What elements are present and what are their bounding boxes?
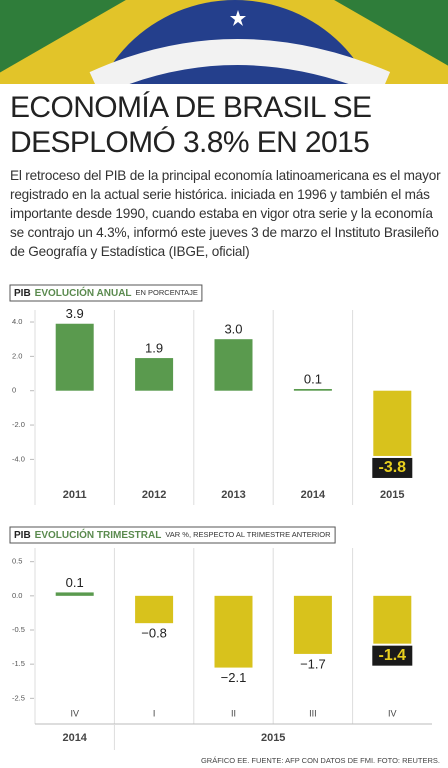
- label-box: [372, 457, 413, 478]
- value-label: 1.9: [145, 341, 163, 356]
- chart-subtitle: EVOLUCIÓN ANUAL: [35, 286, 132, 299]
- chart-note: EN PORCENTAJE: [136, 288, 198, 297]
- chart-header: PIB EVOLUCIÓN TRIMESTRAL VAR %, RESPECTO A…: [14, 528, 331, 541]
- header-box: [9, 284, 203, 302]
- y-tick-label: 0.0: [12, 591, 22, 600]
- bar: [135, 358, 174, 391]
- value-label: 0.1: [304, 371, 322, 386]
- value-label: 3.9: [66, 306, 84, 321]
- bar: [293, 388, 332, 391]
- chart-subtitle: EVOLUCIÓN TRIMESTRAL: [35, 528, 162, 541]
- y-tick-label: -4.0: [12, 454, 25, 463]
- chart-title: PIB: [14, 288, 31, 299]
- y-tick-label: 2.0: [12, 351, 22, 360]
- value-label: 3.0: [224, 322, 242, 337]
- headline: ECONOMÍA DE BRASIL SE DESPLOMÓ 3.8% EN 2…: [10, 91, 372, 159]
- value-label: -1.4: [379, 647, 407, 664]
- x-tick-label: III: [309, 708, 317, 718]
- flag-photo: [0, 0, 448, 84]
- y-tick-label: -2.0: [12, 420, 25, 429]
- y-tick-label: 4.0: [12, 317, 22, 326]
- x-tick-label: IV: [70, 708, 79, 718]
- x-tick-label: 2015: [380, 489, 404, 501]
- y-tick-label: -0.5: [12, 625, 25, 634]
- x-tick-label: 2014: [301, 489, 326, 501]
- value-label: -3.8: [379, 459, 407, 476]
- bar: [55, 323, 94, 391]
- x-tick-label: I: [153, 708, 156, 718]
- source: GRÁFICO EE. FUENTE: AFP CON DATOS DE FMI…: [201, 756, 440, 765]
- value-label: −1.7: [300, 656, 326, 671]
- bar: [373, 595, 412, 644]
- y-tick-label: 0.5: [12, 557, 22, 566]
- bar: [55, 592, 94, 596]
- x-tick-label: 2011: [63, 489, 87, 501]
- bar: [214, 595, 253, 668]
- y-tick-label: -2.5: [12, 693, 25, 702]
- value-label: −2.1: [221, 670, 247, 685]
- bar: [373, 390, 412, 456]
- x-tick-label: IV: [388, 708, 397, 718]
- value-label: −0.8: [141, 626, 167, 641]
- bar: [135, 595, 174, 624]
- y-tick-label: 0: [12, 386, 16, 395]
- x-tick-label: 2013: [221, 489, 245, 501]
- group-label: 2015: [261, 732, 285, 744]
- intro-text: El retroceso del PIB de la principal eco…: [10, 168, 441, 259]
- x-tick-label: II: [231, 708, 236, 718]
- x-tick-label: 2012: [142, 489, 166, 501]
- bar: [214, 339, 253, 391]
- label-box: [372, 645, 413, 666]
- chart-header: PIB EVOLUCIÓN ANUAL EN PORCENTAJE: [14, 286, 198, 299]
- chart-title: PIB: [14, 530, 31, 541]
- value-label: 0.1: [66, 575, 84, 590]
- chart-note: VAR %, RESPECTO AL TRIMESTRE ANTERIOR: [165, 530, 331, 539]
- y-tick-label: -1.5: [12, 659, 25, 668]
- bar: [293, 595, 332, 654]
- header-box: [9, 526, 336, 544]
- group-label: 2014: [62, 732, 87, 744]
